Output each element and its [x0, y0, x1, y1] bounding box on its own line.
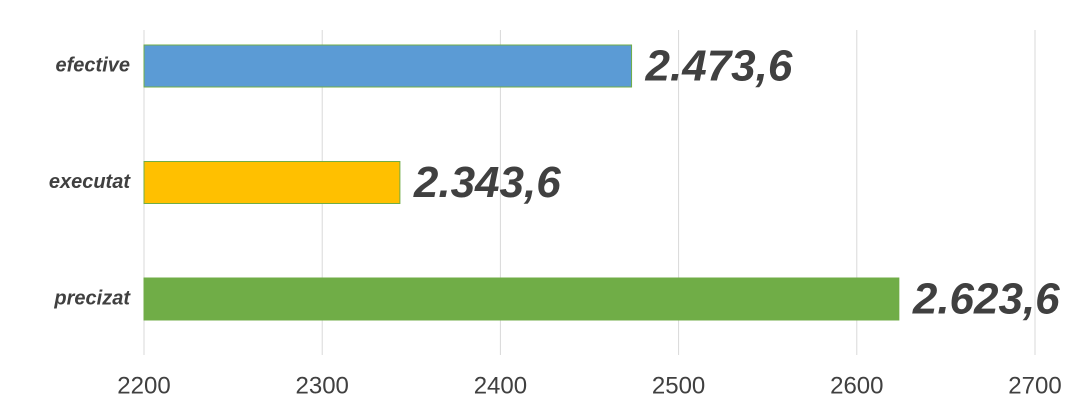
- value-label: 2.473,6: [645, 42, 793, 91]
- bar: [143, 161, 401, 204]
- value-label: 2.343,6: [413, 158, 561, 207]
- x-tick-label: 2600: [830, 372, 883, 399]
- bar: [143, 44, 633, 88]
- y-tick-label: efective: [56, 54, 131, 76]
- value-label: 2.623,6: [912, 275, 1060, 324]
- y-tick-label: executat: [49, 171, 131, 193]
- bar: [143, 277, 900, 321]
- x-tick-label: 2700: [1008, 372, 1061, 399]
- x-tick-label: 2200: [117, 372, 170, 399]
- y-tick-label: precizat: [53, 287, 131, 309]
- x-tick-label: 2400: [474, 372, 527, 399]
- x-tick-label: 2300: [296, 372, 349, 399]
- x-tick-label: 2500: [652, 372, 705, 399]
